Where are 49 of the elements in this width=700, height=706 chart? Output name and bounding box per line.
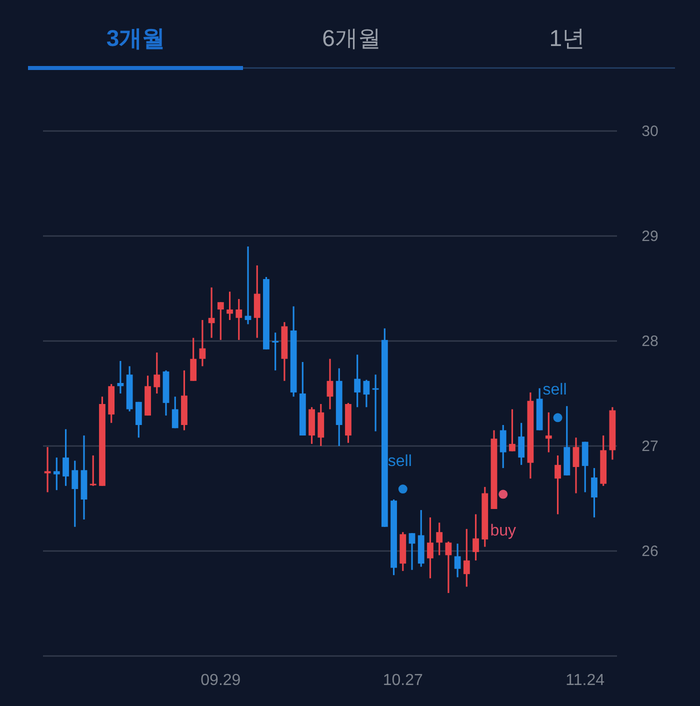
y-tick-label: 30 [642, 123, 658, 140]
candlestick [117, 360, 124, 394]
candlestick [208, 286, 215, 339]
point [553, 413, 562, 422]
candlestick [226, 290, 233, 321]
candlestick [427, 516, 434, 580]
candlestick [44, 446, 51, 493]
x-tick-label: 09.29 [200, 672, 241, 689]
candlestick [326, 358, 334, 410]
y-tick-label: 27 [642, 438, 658, 455]
series-label: buy [490, 522, 516, 540]
candlestick [236, 298, 242, 341]
candlestick [591, 467, 598, 518]
candlestick [72, 460, 78, 528]
y-tick-label: 28 [642, 333, 658, 350]
candlestick [572, 436, 580, 494]
candlestick [545, 412, 552, 454]
candlestick [172, 396, 178, 429]
y-tick-label: 26 [642, 543, 658, 560]
candlestick [518, 422, 525, 466]
candlestick [363, 379, 370, 408]
candlestick [500, 424, 506, 469]
candlestick [354, 354, 361, 408]
candlestick [217, 301, 224, 341]
candlestick [154, 352, 160, 394]
candlestick [509, 408, 516, 452]
x-tick-label: 11.24 [566, 672, 605, 689]
candlestick [472, 513, 479, 562]
candlestick [90, 454, 96, 487]
candlestick [62, 428, 69, 487]
candlestick [445, 540, 452, 594]
candlestick [436, 522, 443, 556]
x-tick-label: 10.27 [382, 672, 424, 689]
y-tick-label: 29 [642, 228, 658, 245]
candlestick [190, 337, 197, 382]
candlestick [408, 532, 416, 571]
candlestick [272, 332, 279, 372]
point [498, 490, 508, 499]
candlestick [53, 456, 60, 491]
candlestick [135, 401, 142, 438]
candlestick [199, 319, 206, 367]
candlestick [554, 454, 561, 516]
candlestick [372, 374, 379, 432]
point [398, 484, 408, 494]
text: sell [542, 382, 567, 399]
series-label: sell [388, 453, 412, 470]
candlestick [463, 528, 470, 588]
candlestick [454, 542, 461, 578]
tabs: 3개월 6개월 1년 [28, 25, 675, 70]
